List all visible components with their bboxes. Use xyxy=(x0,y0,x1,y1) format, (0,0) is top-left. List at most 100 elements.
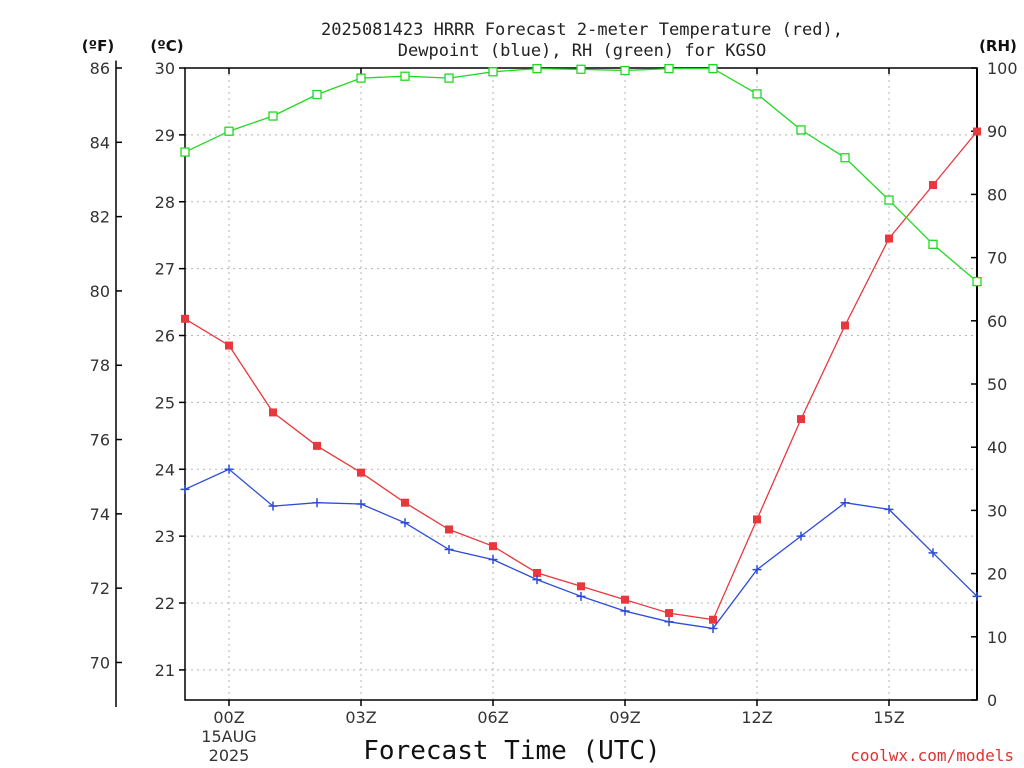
rh-tick-label: 90 xyxy=(987,122,1007,141)
dewpoint-point xyxy=(224,464,234,474)
x-tick-label: 06Z xyxy=(477,708,508,727)
temperature-point xyxy=(533,568,541,577)
dewpoint-point xyxy=(576,591,586,601)
dewpoint-point xyxy=(444,545,454,555)
celsius-tick-label: 30 xyxy=(155,59,175,78)
rh-point xyxy=(488,67,498,77)
celsius-tick-label: 22 xyxy=(155,594,175,613)
fahrenheit-tick-label: 86 xyxy=(90,59,110,78)
rh-line xyxy=(184,67,978,283)
rh-point xyxy=(356,73,366,83)
temperature-point xyxy=(445,525,453,534)
temperature-point xyxy=(753,515,761,524)
fahrenheit-tick-label: 84 xyxy=(90,133,110,152)
celsius-tick-label: 25 xyxy=(155,393,175,412)
celsius-tick-label: 29 xyxy=(155,126,175,145)
celsius-tick-label: 23 xyxy=(155,527,175,546)
dewpoint-point xyxy=(620,606,630,616)
series-layer xyxy=(180,63,982,633)
x-tick-label: 00Z xyxy=(213,708,244,727)
dewpoint-point xyxy=(752,565,762,575)
temperature-point xyxy=(621,595,629,604)
rh-point xyxy=(664,63,674,74)
fahrenheit-tick-label: 76 xyxy=(90,431,110,450)
fahrenheit-tick-label: 74 xyxy=(90,505,110,524)
rh-point xyxy=(400,71,410,81)
grid-layer xyxy=(185,68,977,700)
rh-point xyxy=(312,89,322,100)
plot-frame xyxy=(184,67,978,701)
dewpoint-point xyxy=(180,484,190,494)
temperature-line xyxy=(184,131,978,621)
temperature-point xyxy=(973,127,981,136)
rh-tick-label: 100 xyxy=(987,59,1018,78)
dewpoint-line xyxy=(184,468,978,630)
temperature-point xyxy=(357,468,365,477)
fahrenheit-tick-label: 78 xyxy=(90,356,110,375)
credit-label: coolwx.com/models xyxy=(850,746,1014,765)
celsius-tick-label: 28 xyxy=(155,193,175,212)
rh-point xyxy=(796,125,806,135)
rh-point xyxy=(884,195,894,205)
temperature-point xyxy=(269,408,277,417)
rh-point xyxy=(928,239,938,249)
rh-tick-label: 0 xyxy=(987,691,997,710)
dewpoint-point xyxy=(664,617,674,627)
chart-title-line1: 2025081423 HRRR Forecast 2-meter Tempera… xyxy=(321,20,843,40)
temperature-point xyxy=(709,615,717,624)
rh-point xyxy=(752,89,762,99)
rh-tick-label: 40 xyxy=(987,438,1007,457)
rh-point xyxy=(708,63,718,74)
fahrenheit-tick-label: 80 xyxy=(90,282,110,301)
temperature-point xyxy=(841,321,849,330)
rh-point xyxy=(268,111,278,121)
dewpoint-point xyxy=(972,591,982,601)
rh-tick-label: 60 xyxy=(987,312,1007,331)
rh-tick-label: 70 xyxy=(987,249,1007,268)
rh-point xyxy=(224,126,234,136)
dewpoint-point xyxy=(532,575,542,585)
celsius-tick-label: 27 xyxy=(155,260,175,279)
celsius-tick-label: 24 xyxy=(155,460,175,479)
dewpoint-point xyxy=(312,498,322,508)
celsius-tick-label: 21 xyxy=(155,661,175,680)
x-tick-label: 03Z xyxy=(345,708,376,727)
fahrenheit-tick-label: 82 xyxy=(90,208,110,227)
rh-point xyxy=(840,153,850,163)
temperature-point xyxy=(929,181,937,190)
rh-point xyxy=(444,73,454,83)
rh-tick-label: 50 xyxy=(987,375,1007,394)
rh-point xyxy=(180,147,190,157)
dewpoint-point xyxy=(840,498,850,508)
rh-tick-label: 20 xyxy=(987,565,1007,584)
x-tick-label: 12Z xyxy=(741,708,772,727)
x-date-label: 15AUG xyxy=(201,727,256,746)
dewpoint-point xyxy=(884,504,894,514)
dewpoint-point xyxy=(356,499,366,509)
rh-tick-label: 80 xyxy=(987,185,1007,204)
rh-point xyxy=(532,63,542,74)
rh-point xyxy=(576,64,586,74)
temperature-point xyxy=(313,441,321,450)
x-year-label: 2025 xyxy=(209,746,250,765)
temperature-point xyxy=(401,498,409,507)
dewpoint-point xyxy=(928,548,938,558)
fahrenheit-unit-label: (ºF) xyxy=(82,37,114,55)
temperature-point xyxy=(225,341,233,350)
rh-point xyxy=(620,65,630,76)
dewpoint-point xyxy=(708,623,718,633)
temperature-point xyxy=(181,314,189,323)
rh-tick-label: 30 xyxy=(987,501,1007,520)
rh-unit-label: (RH) xyxy=(979,37,1017,55)
rh-tick-label: 10 xyxy=(987,628,1007,647)
x-axis-title: Forecast Time (UTC) xyxy=(363,736,660,766)
temperature-point xyxy=(489,542,497,551)
rh-point xyxy=(972,276,982,287)
celsius-tick-label: 26 xyxy=(155,327,175,346)
celsius-unit-label: (ºC) xyxy=(150,37,183,55)
chart-title-line2: Dewpoint (blue), RH (green) for KGSO xyxy=(398,41,766,61)
temperature-point xyxy=(885,234,893,243)
dewpoint-point xyxy=(268,501,278,511)
dewpoint-point xyxy=(488,555,498,565)
